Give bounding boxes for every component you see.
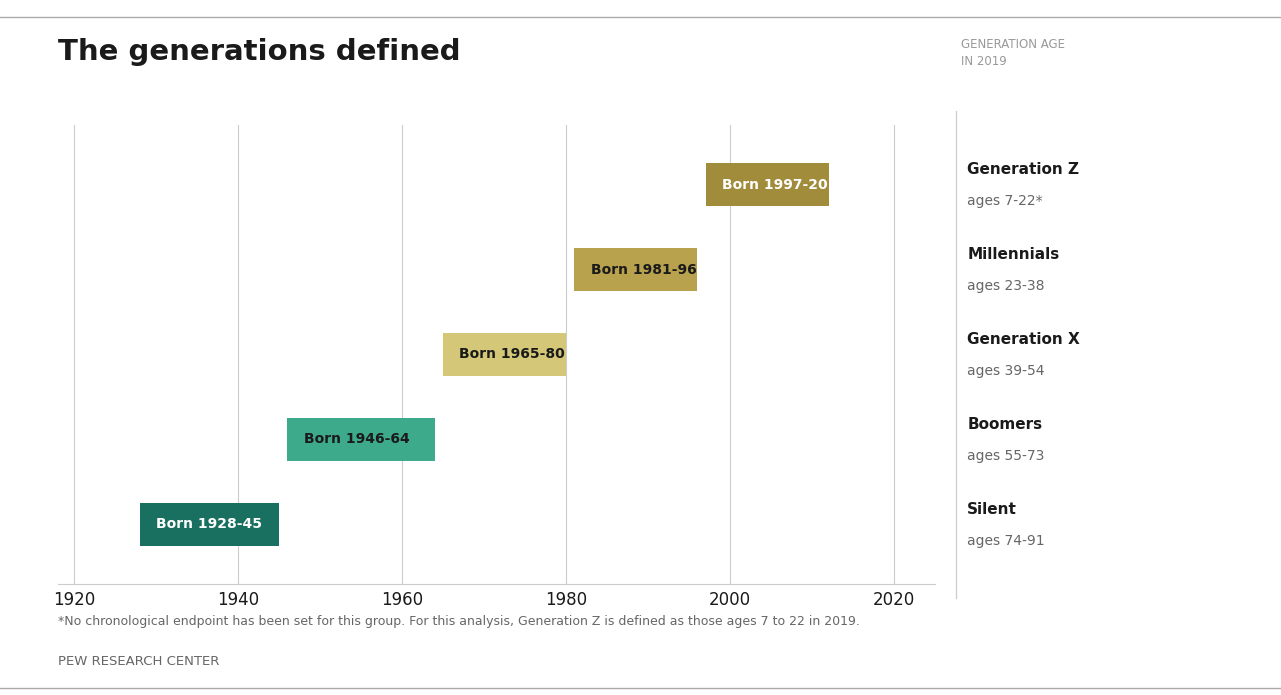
FancyBboxPatch shape [574,248,697,291]
Text: ages 23-38: ages 23-38 [967,279,1044,293]
Text: Silent: Silent [967,502,1017,516]
Text: Born 1946-64: Born 1946-64 [304,432,410,446]
FancyBboxPatch shape [287,418,434,461]
Text: Generation Z: Generation Z [967,162,1079,177]
Text: ages 7-22*: ages 7-22* [967,194,1043,208]
FancyBboxPatch shape [706,163,829,206]
Text: *No chronological endpoint has been set for this group. For this analysis, Gener: *No chronological endpoint has been set … [58,615,860,628]
Text: Born 1965-80: Born 1965-80 [460,348,565,361]
Text: GENERATION AGE
IN 2019: GENERATION AGE IN 2019 [961,38,1065,68]
Text: Born 1997-2012: Born 1997-2012 [722,177,847,192]
Text: Millennials: Millennials [967,247,1059,262]
Text: PEW RESEARCH CENTER: PEW RESEARCH CENTER [58,655,219,668]
Text: Born 1928-45: Born 1928-45 [156,517,263,532]
Text: The generations defined: The generations defined [58,38,460,66]
FancyBboxPatch shape [140,503,279,546]
Text: Generation X: Generation X [967,332,1080,347]
Text: ages 74-91: ages 74-91 [967,534,1045,548]
Text: ages 39-54: ages 39-54 [967,364,1044,378]
Text: Born 1981-96: Born 1981-96 [591,263,697,277]
Text: Boomers: Boomers [967,416,1043,432]
Text: ages 55-73: ages 55-73 [967,449,1044,463]
FancyBboxPatch shape [443,333,566,376]
